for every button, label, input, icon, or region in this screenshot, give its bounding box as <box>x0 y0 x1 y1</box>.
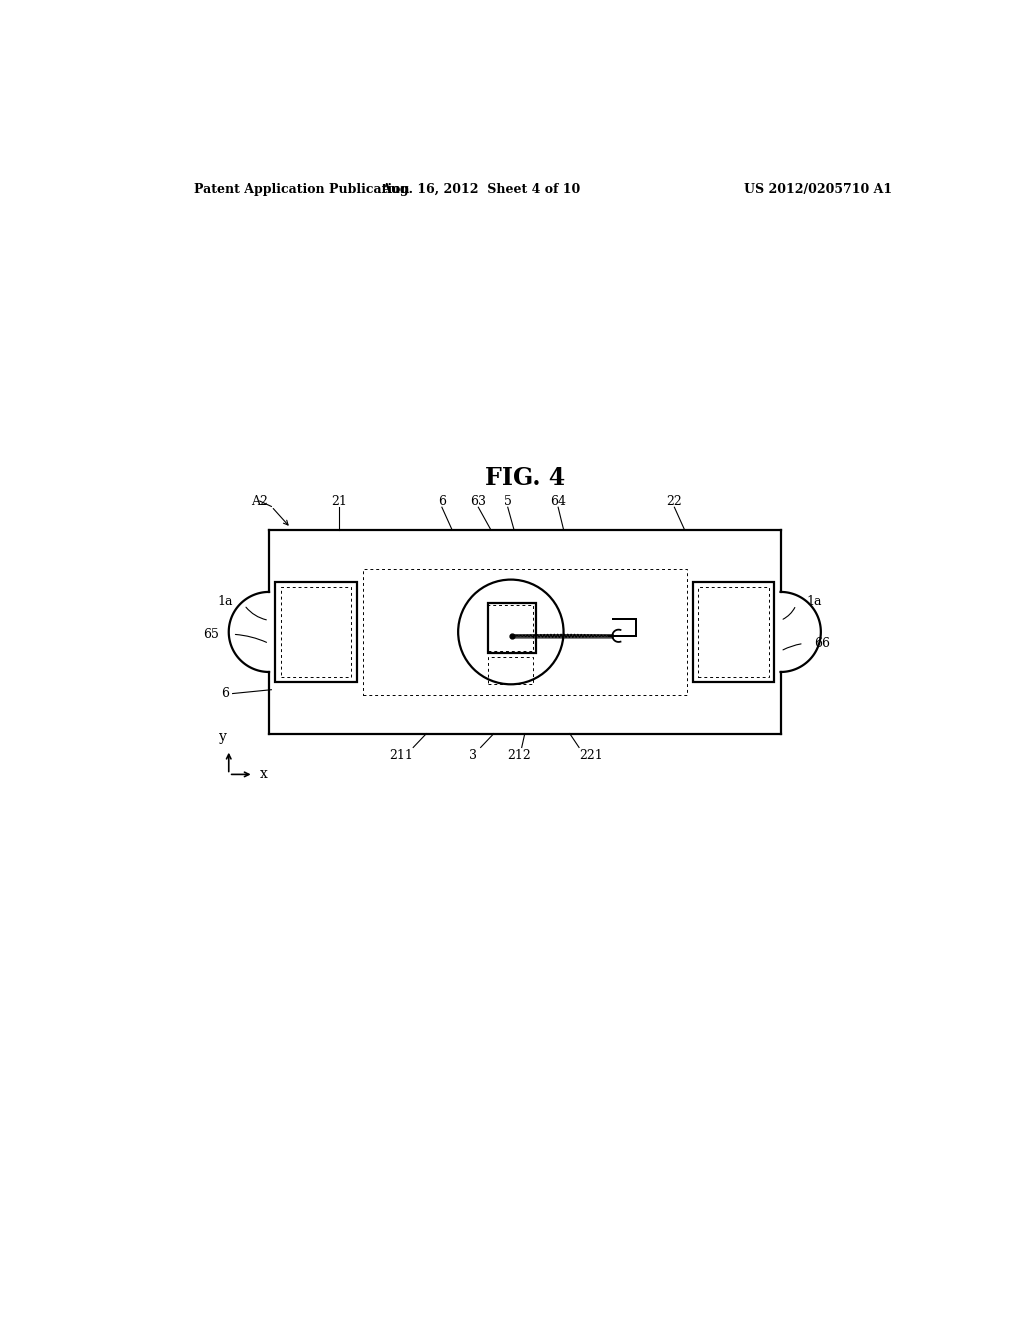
Text: 63: 63 <box>470 495 486 508</box>
Text: 6: 6 <box>221 686 228 700</box>
Bar <box>281 587 351 677</box>
Bar <box>275 582 356 682</box>
Text: 22: 22 <box>667 495 682 508</box>
Bar <box>488 603 537 653</box>
Text: 64: 64 <box>550 495 566 508</box>
Text: Aug. 16, 2012  Sheet 4 of 10: Aug. 16, 2012 Sheet 4 of 10 <box>381 182 581 195</box>
Text: 6: 6 <box>438 495 445 508</box>
Bar <box>362 569 687 696</box>
Text: 65: 65 <box>204 628 219 640</box>
Text: y: y <box>218 730 226 743</box>
Text: A2: A2 <box>251 495 268 508</box>
Text: 66: 66 <box>814 638 829 649</box>
Text: 212: 212 <box>508 748 531 762</box>
Text: 21: 21 <box>331 495 347 508</box>
Bar <box>488 657 534 684</box>
Text: 211: 211 <box>389 748 413 762</box>
Text: 221: 221 <box>580 748 603 762</box>
Text: FIG. 4: FIG. 4 <box>484 466 565 490</box>
Text: 1a: 1a <box>806 594 821 607</box>
Text: US 2012/0205710 A1: US 2012/0205710 A1 <box>744 182 892 195</box>
Text: 5: 5 <box>504 495 512 508</box>
Bar <box>488 605 534 651</box>
Bar <box>693 582 774 682</box>
Text: x: x <box>260 767 267 781</box>
Text: 1a: 1a <box>217 594 232 607</box>
Bar <box>698 587 769 677</box>
Text: 3: 3 <box>469 748 477 762</box>
Text: Patent Application Publication: Patent Application Publication <box>194 182 410 195</box>
